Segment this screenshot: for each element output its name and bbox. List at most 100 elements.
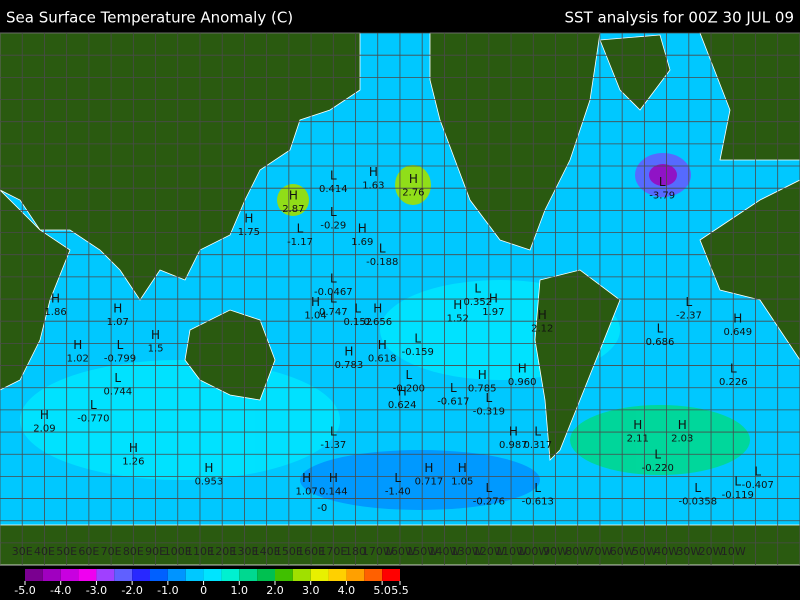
anomaly-marker: H 1.02 (67, 338, 89, 365)
longitude-label: 110W (495, 545, 527, 558)
marker-value: 1.5 (148, 344, 164, 355)
anomaly-marker: H 0.953 (195, 461, 224, 488)
marker-value: -1.37 (320, 440, 346, 451)
longitude-label: 110E (186, 545, 214, 558)
marker-value: 1.63 (362, 181, 384, 192)
colorbar-segment (292, 569, 311, 581)
longitude-label: 170E (319, 545, 347, 558)
marker-kind: H (509, 424, 518, 438)
marker-value: 0.960 (508, 377, 537, 388)
longitude-label: 80W (565, 545, 590, 558)
marker-kind: L (117, 338, 124, 352)
marker-kind: L (694, 481, 701, 495)
marker-value: -2.37 (676, 310, 702, 321)
marker-kind: L (534, 424, 541, 438)
marker-kind: H (424, 461, 433, 475)
marker-value: -0 (317, 503, 327, 514)
anomaly-marker: L-0.770 (77, 398, 109, 425)
marker-kind: H (51, 291, 60, 305)
marker-kind: L (734, 474, 741, 488)
marker-kind: L (114, 371, 121, 385)
longitude-label: 100W (517, 545, 549, 558)
longitude-label: 20W (699, 545, 724, 558)
marker-value: -0.0358 (678, 496, 717, 507)
anomaly-marker: L-0.220 (642, 448, 674, 475)
longitude-label: 170W (362, 545, 394, 558)
marker-value: 0.783 (335, 360, 364, 371)
longitude-label: 120E (208, 545, 236, 558)
marker-value: 1.69 (351, 237, 373, 248)
marker-value: -0.407 (742, 480, 774, 491)
colorbar-segment (310, 569, 329, 581)
marker-kind: H (113, 301, 122, 315)
marker-value: 0.717 (415, 477, 444, 488)
colorbar-label: -1.0 (157, 584, 178, 597)
marker-value: 0.624 (388, 400, 417, 411)
marker-value: 1.86 (44, 307, 66, 318)
marker-kind: H (311, 295, 320, 309)
anomaly-marker: L-1.40 (385, 471, 411, 498)
marker-value: 2.76 (402, 187, 424, 198)
marker-value: 0.953 (195, 477, 224, 488)
colorbar-segment (239, 569, 258, 581)
marker-kind: L (659, 175, 666, 189)
colorbar-segment (221, 569, 240, 581)
marker-value: 1.07 (107, 317, 129, 328)
analysis-time: SST analysis for 00Z 30 JUL 09 (565, 9, 794, 27)
marker-kind: H (378, 338, 387, 352)
marker-kind: L (450, 381, 457, 395)
marker-kind: L (486, 391, 493, 405)
marker-value: 0.747 (319, 307, 348, 318)
colorbar-label: -2.0 (121, 584, 142, 597)
anomaly-marker: L -0.799 (104, 338, 136, 365)
marker-value: 1.52 (447, 314, 469, 325)
longitude-label: 40W (654, 545, 679, 558)
marker-kind: L (534, 481, 541, 495)
marker-value: 0.152 (343, 317, 372, 328)
longitude-label: 140E (253, 545, 281, 558)
anomaly-marker: H1.07 (296, 471, 318, 498)
anomaly-marker: L 0.226 (719, 361, 748, 388)
longitude-label: 150E (275, 545, 303, 558)
marker-kind: L (414, 331, 421, 345)
marker-value: 1.26 (122, 457, 144, 468)
colorbar-label: 2.0 (266, 584, 284, 597)
marker-value: 0.987 (499, 440, 528, 451)
marker-kind: H (453, 298, 462, 312)
marker-kind: H (151, 328, 160, 342)
anomaly-marker: L-0.276 (473, 481, 505, 508)
colorbar-segment (185, 569, 204, 581)
anomaly-marker: H 2.87 (282, 188, 304, 215)
marker-kind: L (394, 471, 401, 485)
anomaly-marker: L -3.79 (649, 175, 675, 202)
marker-value: 1.05 (451, 477, 473, 488)
marker-value: -0.0467 (314, 287, 353, 298)
map-title: Sea Surface Temperature Anomaly (C) (6, 9, 293, 27)
marker-value: -0.119 (722, 490, 754, 501)
colorbar-label: -5.0 (14, 584, 35, 597)
anomaly-marker: H0.624 (388, 385, 417, 412)
marker-value: 2.11 (627, 433, 649, 444)
colorbar-segment (346, 569, 365, 581)
anomaly-marker: H2.09 (33, 408, 55, 435)
marker-value: 0.649 (723, 327, 752, 338)
anomaly-marker: L 0.686 (646, 321, 675, 348)
anomaly-marker: -0 (317, 503, 327, 514)
marker-kind: L (330, 205, 337, 219)
anomaly-marker: H 1.26 (122, 441, 144, 468)
anomaly-marker: L -0.319 (473, 391, 505, 418)
marker-kind: L (330, 272, 337, 286)
colorbar-label: 4.0 (338, 584, 356, 597)
anomaly-marker: H2.76 (402, 172, 424, 199)
anomaly-marker: L 0.747 (319, 291, 348, 318)
marker-value: 1.07 (296, 486, 318, 497)
marker-kind: H (289, 188, 298, 202)
anomaly-marker: H0.783 (335, 345, 364, 372)
longitude-label: 50W (632, 545, 657, 558)
colorbar-segment (132, 569, 150, 581)
anomaly-marker: L 0.744 (103, 371, 132, 398)
longitude-label: 40E (34, 545, 55, 558)
longitude-label: 80E (123, 545, 144, 558)
marker-value: 1.75 (238, 227, 260, 238)
marker-value: 0.656 (363, 317, 392, 328)
